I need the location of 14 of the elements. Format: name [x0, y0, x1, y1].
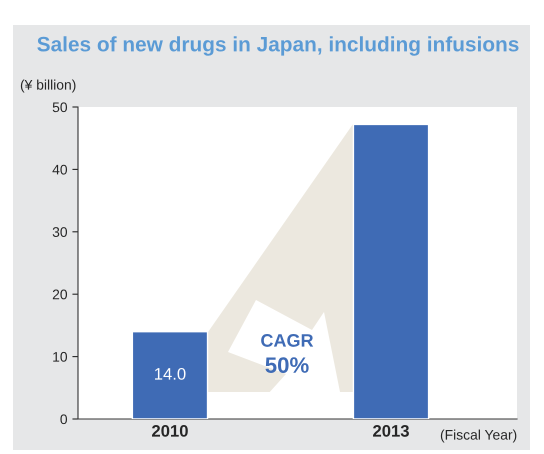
y-tick-label: 30 [52, 227, 68, 237]
y-tick-label: 20 [52, 290, 68, 300]
x-tick-label: 2013 [373, 424, 409, 437]
x-tick-label: 2010 [152, 424, 188, 437]
data-label: 14.0 [155, 368, 186, 380]
y-tick-label: 0 [60, 414, 68, 424]
y-axis-title: (¥ billion) [20, 80, 76, 92]
y-tick-label: 10 [53, 352, 68, 362]
x-axis-title: (Fiscal Year) [440, 430, 516, 442]
annotation: CAGR [261, 334, 314, 347]
y-tick-label: 50 [52, 102, 68, 112]
y-tick-label: 40 [52, 164, 68, 175]
annotation: 50% [265, 357, 309, 373]
chart-title: Sales of new drugs in Japan, including infusions [37, 36, 519, 56]
